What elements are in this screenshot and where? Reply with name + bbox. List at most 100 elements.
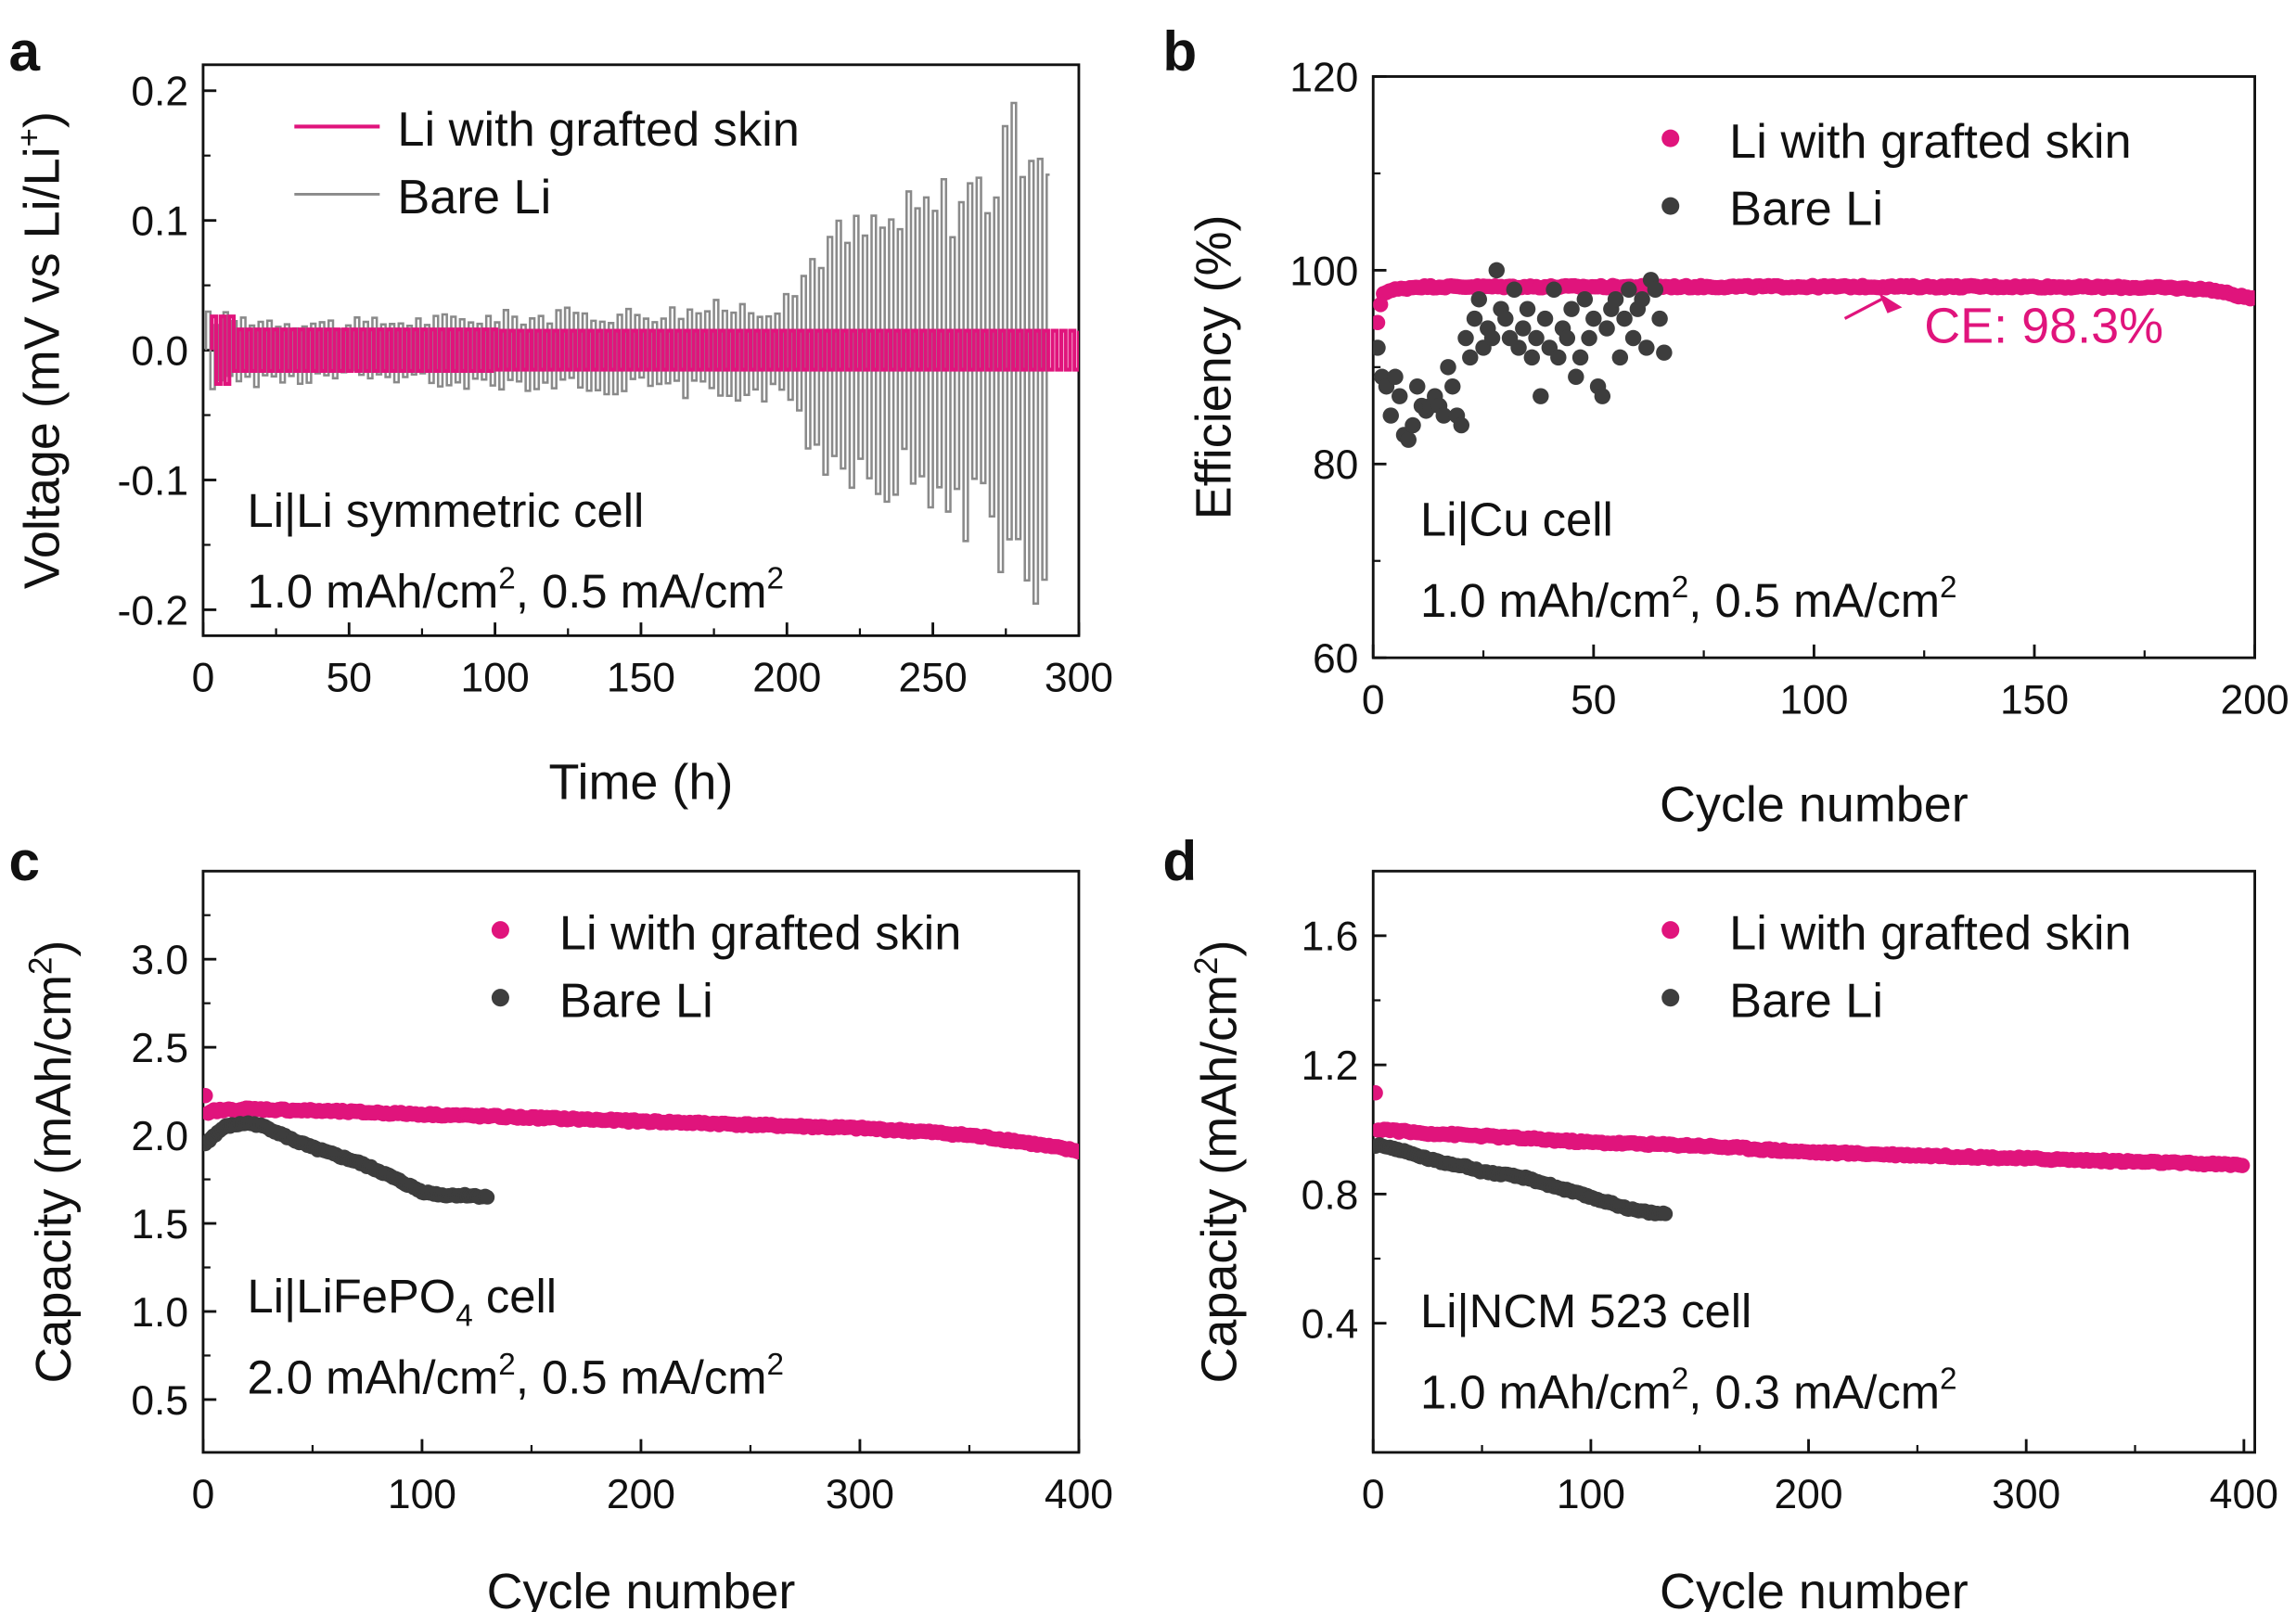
data-layer [1373, 262, 2255, 448]
series-bare-li-point [1510, 339, 1527, 356]
y-axis-title: Capacity (mAh/cm2) [23, 940, 83, 1384]
series-bare-li-point [1409, 378, 1426, 395]
series-bare-li-point [1440, 359, 1456, 376]
annotation-text: Li|Li symmetric cell [248, 484, 645, 537]
series-bare-li-point [1470, 291, 1488, 308]
annotation-text: Li|Cu cell [1420, 493, 1613, 546]
x-tick-label: 300 [1045, 656, 1113, 701]
y-tick-label: 0.4 [1302, 1302, 1359, 1348]
x-axis-title: Time (h) [549, 754, 734, 810]
y-tick-label: 100 [1289, 249, 1358, 294]
y-tick-label: 0.8 [1302, 1172, 1359, 1218]
y-axis-title-close: ) [26, 940, 82, 957]
series-bare-li-point [480, 1189, 495, 1205]
callout-arrow-line [1843, 297, 1884, 320]
series-bare-li-point [1634, 291, 1650, 308]
x-tick-label: 100 [1557, 1472, 1625, 1517]
panel-letter: b [1162, 19, 1197, 83]
x-tick-label: 200 [752, 656, 821, 701]
annotation-superscript: 2 [1672, 1363, 1689, 1397]
annotation-text: , 0.5 mA/cm [516, 1350, 767, 1403]
x-tick-label: 200 [1774, 1472, 1842, 1517]
y-tick-label: 120 [1289, 55, 1358, 100]
series-bare-li-point [1624, 329, 1642, 347]
series-bare-li-point [1550, 349, 1567, 366]
y-axis-title-text: Efficiency (%) [1186, 214, 1241, 519]
series-bare-li-point [1536, 310, 1554, 327]
series-bare-li-point [1462, 349, 1479, 366]
legend-marker-grafted-skin [1661, 921, 1680, 940]
x-axis-title: Cycle number [1660, 1564, 1969, 1612]
series-bare-li-point [1405, 416, 1421, 434]
annotation-superscript: 2 [1672, 570, 1689, 605]
annotation-text: 2.0 mAh/cm [248, 1350, 499, 1403]
series-bare-li-point [1453, 416, 1469, 434]
series-bare-li-point [1392, 388, 1408, 404]
legend-label-grafted-skin: Li with grafted skin [397, 103, 799, 157]
annotation-superscript: 2 [498, 1348, 516, 1382]
y-tick-label: 0.0 [131, 328, 188, 374]
series-bare-li-point [1483, 329, 1501, 347]
legend-label-bare-li: Bare Li [1729, 183, 1883, 237]
annotation-line: Li|Cu cell [1420, 493, 1613, 546]
data-layer [1373, 1085, 2251, 1222]
panel-d: d 0 100 200 300 400 0.4 0.8 1.2 1.6 Cycle number Ca… [1162, 829, 2278, 1612]
y-axis-title-text: Capacity (mAh/cm [1192, 975, 1248, 1384]
panel-a: a 0 50 100 150 200 250 300 -0.2 -0.1 0.0 0.1 0.2 Time… [9, 19, 1113, 810]
y-tick-label: -0.2 [118, 588, 189, 633]
y-tick-label: 80 [1313, 442, 1358, 488]
series-bare-li-point [1576, 291, 1594, 308]
x-tick-label: 300 [1992, 1472, 2060, 1517]
series-bare-li-point [1656, 344, 1673, 361]
series-bare-li-point [1594, 388, 1611, 404]
x-tick-label: 200 [2221, 677, 2290, 723]
y-axis-title-superscript: + [11, 128, 47, 147]
series-bare-li-point [1444, 378, 1461, 395]
series-bare-li-point [1621, 281, 1637, 299]
annotation-text: Li|NCM 523 cell [1420, 1285, 1751, 1337]
y-tick-label: 1.2 [1302, 1043, 1359, 1089]
x-axis-title: Cycle number [487, 1564, 796, 1612]
series-grafted-skin-line [210, 314, 1079, 387]
series-grafted-skin-point [2234, 1158, 2251, 1173]
x-tick-label: 0 [192, 656, 215, 701]
annotation-text: 1.0 mAh/cm [248, 565, 499, 618]
series-bare-li-point [1647, 281, 1664, 299]
annotation-line: Li|LiFePO4 cell [248, 1270, 558, 1333]
annotation-text: cell [473, 1270, 557, 1323]
y-tick-label: 0.1 [131, 199, 188, 245]
y-tick-label: 2.5 [131, 1026, 188, 1071]
series-bare-li-point [1382, 407, 1399, 424]
series-bare-li-point [1598, 320, 1615, 337]
legend-label-bare-li: Bare Li [1729, 974, 1883, 1028]
y-tick-label: 2.0 [131, 1114, 188, 1159]
y-axis-title-superscript: 2 [23, 957, 59, 975]
series-bare-li-point [1506, 281, 1523, 299]
series-bare-li-point [1400, 431, 1417, 448]
annotation-superscript: 2 [498, 562, 516, 596]
series-bare-li-point [1523, 349, 1541, 366]
panel-c: c 0 100 200 300 400 0.5 1.0 1.5 2.0 2.5 3.0 Cycle nu… [9, 829, 1113, 1612]
series-bare-li-point [1581, 329, 1597, 347]
x-tick-label: 100 [388, 1472, 456, 1517]
series-bare-li-point [1607, 291, 1624, 308]
y-tick-label: 0.5 [131, 1378, 188, 1424]
series-bare-li-point [1658, 1206, 1674, 1222]
y-axis-title: Capacity (mAh/cm2) [1188, 940, 1248, 1384]
annotation-text: 1.0 mAh/cm [1420, 1365, 1672, 1418]
series-bare-li-point [1533, 388, 1549, 404]
y-axis-title: Efficiency (%) [1186, 214, 1241, 519]
legend-marker-bare-li [1661, 989, 1680, 1007]
series-bare-li-point [1528, 329, 1545, 347]
series-grafted-skin-point [1070, 1144, 1079, 1160]
annotation-subscript: 4 [455, 1299, 473, 1333]
data-layer [204, 101, 1079, 606]
annotation-text: , 0.3 mA/cm [1688, 1365, 1940, 1418]
y-axis-title-superscript: 2 [1188, 957, 1225, 975]
annotation-line: Li|NCM 523 cell [1420, 1285, 1751, 1337]
annotation-line: 1.0 mAh/cm2, 0.5 mA/cm2 [248, 562, 785, 619]
annotation-line: Li|Li symmetric cell [248, 484, 645, 537]
x-tick-label: 100 [1779, 677, 1848, 723]
series-grafted-skin-point [1373, 314, 1386, 331]
